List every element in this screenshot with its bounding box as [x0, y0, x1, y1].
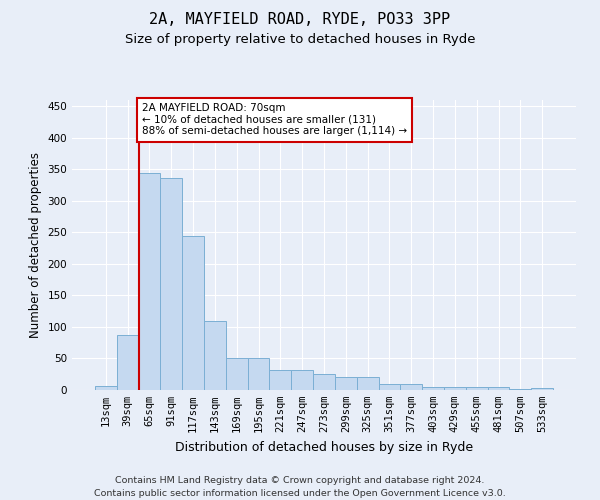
Bar: [248, 358, 269, 390]
Bar: [204, 320, 226, 390]
Bar: [160, 178, 182, 390]
Bar: [379, 384, 400, 390]
Bar: [269, 370, 291, 390]
Bar: [509, 388, 531, 390]
Bar: [422, 387, 444, 390]
Bar: [531, 388, 553, 390]
Text: 2A MAYFIELD ROAD: 70sqm
← 10% of detached houses are smaller (131)
88% of semi-d: 2A MAYFIELD ROAD: 70sqm ← 10% of detache…: [142, 103, 407, 136]
Bar: [357, 378, 379, 390]
Bar: [95, 386, 117, 390]
Text: 2A, MAYFIELD ROAD, RYDE, PO33 3PP: 2A, MAYFIELD ROAD, RYDE, PO33 3PP: [149, 12, 451, 28]
Bar: [335, 378, 357, 390]
Text: Size of property relative to detached houses in Ryde: Size of property relative to detached ho…: [125, 32, 475, 46]
Bar: [313, 374, 335, 390]
Bar: [444, 387, 466, 390]
Bar: [400, 384, 422, 390]
X-axis label: Distribution of detached houses by size in Ryde: Distribution of detached houses by size …: [175, 440, 473, 454]
Bar: [488, 387, 509, 390]
Bar: [139, 172, 160, 390]
Text: Contains HM Land Registry data © Crown copyright and database right 2024.: Contains HM Land Registry data © Crown c…: [115, 476, 485, 485]
Bar: [291, 370, 313, 390]
Bar: [466, 387, 488, 390]
Bar: [226, 358, 248, 390]
Text: Contains public sector information licensed under the Open Government Licence v3: Contains public sector information licen…: [94, 489, 506, 498]
Bar: [117, 334, 139, 390]
Bar: [182, 236, 204, 390]
Y-axis label: Number of detached properties: Number of detached properties: [29, 152, 42, 338]
